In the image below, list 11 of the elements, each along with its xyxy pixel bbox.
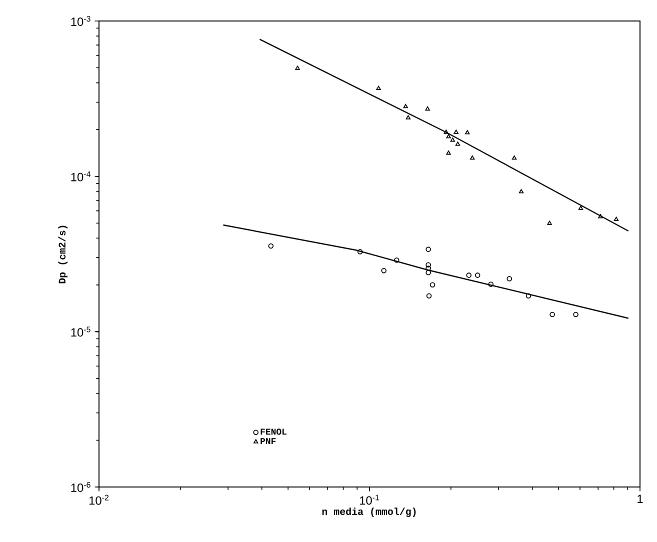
legend-label: PNF bbox=[260, 438, 276, 444]
legend-label: FENOL bbox=[260, 428, 286, 435]
x-axis-title: n media (mmol/g) bbox=[322, 508, 416, 517]
y-tick-label: 10$^{-4}$ bbox=[71, 171, 90, 182]
x-tick-label: 10$^{-1}$ bbox=[360, 494, 380, 505]
y-tick-label: 10$^{-3}$ bbox=[71, 16, 90, 26]
x-tick-label: 1 bbox=[638, 494, 643, 503]
y-tick-label: 10$^{-6}$ bbox=[71, 482, 90, 492]
x-tick-label: 10$^{-2}$ bbox=[89, 494, 109, 505]
y-axis-title: Dp (cm2/s) bbox=[58, 226, 68, 284]
y-tick-label: 10$^{-5}$ bbox=[71, 326, 90, 337]
